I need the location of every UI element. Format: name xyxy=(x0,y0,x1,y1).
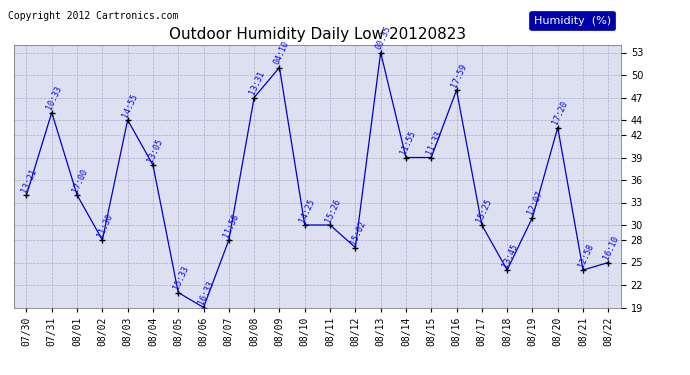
Text: 15:02: 15:02 xyxy=(348,219,367,246)
Text: 15:26: 15:26 xyxy=(323,197,342,223)
Text: 11:58: 11:58 xyxy=(222,212,241,238)
Text: 13:21: 13:21 xyxy=(19,167,38,194)
Text: 14:55: 14:55 xyxy=(121,92,139,118)
Text: 13:31: 13:31 xyxy=(247,69,266,96)
Legend: Humidity  (%): Humidity (%) xyxy=(529,11,615,30)
Text: 12:07: 12:07 xyxy=(526,189,544,216)
Text: 17:59: 17:59 xyxy=(450,62,469,88)
Text: 17:00: 17:00 xyxy=(70,167,89,194)
Text: 13:45: 13:45 xyxy=(500,242,519,268)
Text: 14:25: 14:25 xyxy=(298,197,317,223)
Text: 11:30: 11:30 xyxy=(95,212,114,238)
Text: 04:10: 04:10 xyxy=(273,39,291,66)
Text: 00:35: 00:35 xyxy=(374,24,393,51)
Text: 15:25: 15:25 xyxy=(475,197,493,223)
Text: 15:33: 15:33 xyxy=(171,264,190,291)
Title: Outdoor Humidity Daily Low 20120823: Outdoor Humidity Daily Low 20120823 xyxy=(169,27,466,42)
Text: 17:20: 17:20 xyxy=(551,99,569,126)
Text: 13:05: 13:05 xyxy=(146,137,165,164)
Text: Copyright 2012 Cartronics.com: Copyright 2012 Cartronics.com xyxy=(8,11,178,21)
Text: 16:33: 16:33 xyxy=(197,279,215,306)
Text: 12:58: 12:58 xyxy=(576,242,595,268)
Text: 11:55: 11:55 xyxy=(399,129,417,156)
Text: 10:33: 10:33 xyxy=(45,84,63,111)
Text: 11:33: 11:33 xyxy=(424,129,443,156)
Text: 16:10: 16:10 xyxy=(602,234,620,261)
